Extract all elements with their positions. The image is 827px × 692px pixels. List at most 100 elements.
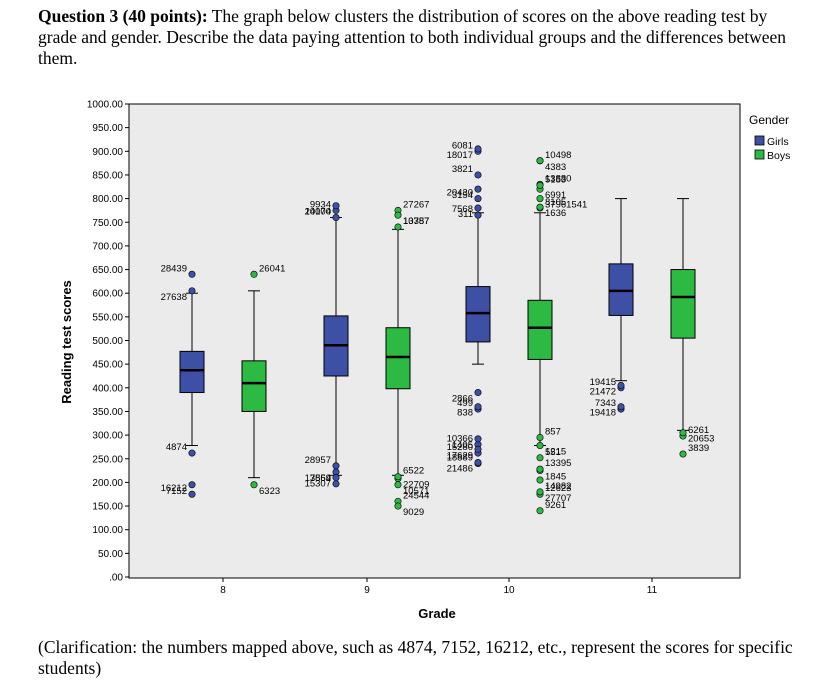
outlier-point [536,433,544,441]
outlier-label: 26041 [259,263,285,274]
outlier-label: 27707 [545,493,571,504]
legend-label-girls: Girls [767,136,789,148]
outlier-label: 20074 [305,207,331,218]
outlier-label: 838 [457,408,473,419]
outlier-point [250,270,258,278]
outlier-label: 6522 [403,466,424,477]
outlier-point [188,490,196,498]
outlier-point [536,442,544,450]
outlier-label: 16212 [161,483,187,494]
outlier-label: 499 [457,398,473,409]
outlier-label: 13569 [305,473,331,484]
box-girls-grade-11 [608,198,634,382]
outlier-point [394,211,402,219]
outlier-point [394,473,402,481]
outlier-label: 6991 [545,190,566,201]
legend-label-boys: Boys [767,150,790,162]
outlier-point [536,203,544,211]
x-tick-label: 10 [503,585,515,596]
outlier-label: 5153 [545,174,566,185]
box-boys-grade-11 [670,198,696,431]
axes: .00 50.00 100.00 150.00 200.00 250.00 300.00 35… [87,100,658,597]
outlier-label: 10571 [403,486,429,497]
outlier-label: 9029 [403,507,424,518]
iqr-box [527,299,553,360]
outlier-label: 6081 [452,140,473,151]
outlier-label: 7854 [310,473,331,484]
outlier-label: 18889 [447,452,473,463]
outlier-label: 13880 [545,173,571,184]
iqr-box [179,350,205,394]
outlier-point [394,481,402,489]
outlier-point [617,381,625,389]
y-tick-label: 50.00 [98,549,123,560]
outlier-label: 20653 [688,434,714,445]
legend-title: Gender [749,113,789,127]
question-heading: Question 3 (40 points): [38,6,208,26]
x-tick-label: 9 [364,585,370,596]
outlier-label: 13395 [545,458,571,469]
iqr-box [241,360,267,412]
box-boys-grade-10 [527,212,553,447]
outlier-label: 4383 [545,162,566,173]
outlier-point [474,171,482,179]
outlier-point [474,445,482,453]
clarification-note: (Clarification: the numbers mapped above… [38,637,793,678]
outlier-point [394,223,402,231]
outlier-label: 4874 [166,442,187,453]
outlier-label: 7343 [595,398,616,409]
outlier-label: 28957 [305,455,331,466]
outlier-label: 18017 [447,150,473,161]
outlier-label: 14982 [545,481,571,492]
outlier-label: 28439 [161,263,187,274]
outlier-label: 9261 [545,500,566,511]
outlier-label: 24544 [403,490,429,501]
outlier-point [474,204,482,212]
outlier-label: 27267 [403,199,429,210]
outlier-label: 8105 [545,197,566,208]
outlier-label: 3154 [452,190,473,201]
outlier-label: 3821 [452,164,473,175]
y-tick-label: 400.00 [92,383,123,394]
outlier-label: 19418 [590,408,616,419]
y-tick-label: 850.00 [92,170,123,181]
box-girls-grade-9 [323,217,349,476]
outlier-label: 10498 [545,150,571,161]
y-tick-label: 150.00 [92,502,123,513]
outlier-label: 12623 [545,483,571,494]
y-tick-label: 200.00 [92,478,123,489]
outlier-label: 9934 [310,199,331,210]
outlier-label: 1405 [452,440,473,451]
outlier-point [332,462,340,470]
outlier-point [536,507,544,515]
outlier-label: 27638 [161,292,187,303]
outlier-point [536,488,544,496]
box-boys-grade-8 [241,290,267,479]
plot-area [128,103,741,579]
outlier-label: 7568 [452,204,473,215]
box-girls-grade-10 [465,212,491,365]
question-text: Question 3 (40 points): The graph below … [38,6,808,69]
y-tick-label: 350.00 [92,407,123,418]
x-tick-label: 11 [647,585,658,596]
outlier-label: 1215 [545,447,566,458]
iqr-box [670,269,696,339]
y-tick-label: 300.00 [92,431,123,442]
x-tick-label: 8 [220,585,226,596]
outlier-point [474,459,482,467]
outlier-label: 1845 [545,472,566,483]
y-tick-label: 100.00 [92,525,123,536]
outlier-label: 10357 [403,216,429,227]
outlier-label: 6261 [688,425,709,436]
boxes [179,198,696,479]
y-axis-title: Reading test scores [59,280,74,404]
outlier-point [332,214,340,222]
outlier-point [474,211,482,219]
y-tick-label: 700.00 [92,241,123,252]
legend: Gender Girls Boys [749,113,790,162]
y-tick-label: 900.00 [92,147,123,158]
x-axis-title: Grade [418,606,456,621]
y-tick-label: 500.00 [92,336,123,347]
outlier-point [536,454,544,462]
y-tick-label: 450.00 [92,360,123,371]
